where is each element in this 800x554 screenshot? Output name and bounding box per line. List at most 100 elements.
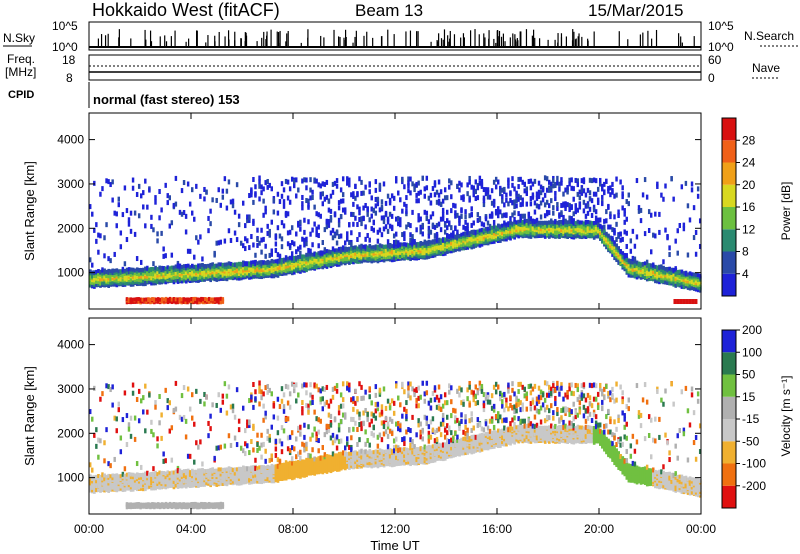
power-cell bbox=[209, 274, 212, 279]
power-cell bbox=[262, 260, 266, 265]
power-cell bbox=[382, 247, 386, 252]
power-cell bbox=[176, 277, 180, 282]
power-cell bbox=[476, 212, 480, 218]
power-cell bbox=[242, 268, 245, 273]
power-cell bbox=[227, 261, 231, 266]
power-cell bbox=[558, 213, 561, 219]
velocity-cell bbox=[131, 487, 135, 492]
power-cell bbox=[523, 218, 526, 224]
velocity-cell bbox=[133, 484, 137, 489]
power-cell bbox=[231, 262, 235, 267]
power-cell bbox=[415, 192, 418, 198]
power-cell bbox=[95, 269, 98, 274]
velocity-cell bbox=[113, 415, 116, 421]
power-cell bbox=[288, 255, 292, 260]
power-cell bbox=[174, 175, 178, 181]
velocity-cell bbox=[93, 385, 96, 391]
velocity-cell bbox=[223, 381, 227, 387]
power-cell bbox=[450, 225, 453, 231]
velocity-cell bbox=[115, 488, 119, 493]
power-cell bbox=[543, 229, 547, 234]
power-cell bbox=[358, 176, 361, 182]
power-cell bbox=[368, 247, 372, 252]
power-cell bbox=[184, 297, 187, 302]
power-cell bbox=[186, 248, 190, 254]
power-cell bbox=[468, 213, 471, 219]
power-cell bbox=[262, 264, 266, 269]
velocity-cell bbox=[131, 475, 135, 480]
power-cell bbox=[588, 222, 592, 227]
power-cell bbox=[539, 200, 543, 206]
power-cell bbox=[225, 262, 229, 267]
power-cell bbox=[337, 200, 341, 206]
power-cell bbox=[123, 272, 127, 277]
power-cell bbox=[464, 226, 467, 232]
power-cell bbox=[645, 194, 649, 200]
power-cell bbox=[401, 177, 404, 183]
velocity-cell bbox=[186, 386, 190, 392]
velocity-cell bbox=[146, 470, 149, 476]
power-cell bbox=[364, 249, 368, 254]
power-cell bbox=[625, 260, 629, 265]
power-cell bbox=[268, 228, 271, 234]
power-cell bbox=[117, 274, 121, 279]
velocity-cell bbox=[109, 387, 112, 393]
power-cell bbox=[419, 249, 423, 254]
power-cell bbox=[284, 261, 288, 266]
power-cell bbox=[237, 276, 241, 281]
power-cell bbox=[574, 209, 577, 215]
power-cell bbox=[690, 278, 694, 283]
velocity-cell bbox=[107, 488, 110, 493]
power-cell bbox=[235, 262, 239, 267]
power-cell bbox=[631, 228, 635, 234]
power-cell bbox=[193, 216, 196, 222]
power-cell bbox=[270, 258, 274, 263]
power-cell bbox=[217, 240, 220, 246]
power-cell bbox=[509, 216, 512, 222]
power-cell bbox=[233, 272, 237, 277]
power-cell bbox=[280, 260, 284, 265]
power-cell bbox=[274, 233, 278, 239]
power-cell bbox=[417, 242, 421, 247]
power-cell bbox=[388, 245, 392, 250]
power-cell bbox=[290, 225, 294, 231]
power-cell bbox=[348, 260, 351, 265]
power-cell bbox=[417, 180, 420, 186]
power-cell bbox=[266, 178, 269, 184]
power-cell bbox=[401, 208, 404, 214]
power-cell bbox=[158, 265, 161, 270]
power-cell bbox=[505, 230, 508, 235]
power-cell bbox=[309, 177, 312, 183]
power-cell bbox=[533, 209, 537, 215]
power-cell bbox=[135, 256, 139, 262]
power-cell bbox=[397, 242, 400, 248]
power-cell bbox=[582, 208, 586, 214]
power-cell bbox=[631, 270, 635, 275]
velocity-cell bbox=[135, 461, 139, 467]
power-cell bbox=[452, 231, 455, 237]
power-cell bbox=[244, 246, 247, 252]
velocity-cell bbox=[109, 485, 113, 490]
power-cell bbox=[376, 244, 380, 249]
velocity-cell bbox=[117, 401, 120, 407]
power-cell bbox=[637, 274, 641, 279]
power-cell bbox=[93, 284, 96, 289]
power-cell bbox=[341, 192, 345, 198]
power-cell bbox=[409, 257, 412, 262]
power-cell bbox=[529, 196, 533, 202]
power-cell bbox=[692, 235, 696, 241]
power-cell bbox=[439, 251, 443, 256]
velocity-cell bbox=[156, 482, 159, 487]
power-cell bbox=[346, 257, 349, 262]
velocity-cell bbox=[180, 393, 184, 399]
power-cell bbox=[554, 224, 557, 229]
power-cell bbox=[348, 239, 351, 245]
power-cell bbox=[503, 237, 506, 242]
power-cell bbox=[568, 232, 572, 237]
velocity-cell bbox=[133, 478, 137, 483]
power-cell bbox=[562, 219, 565, 225]
power-cell bbox=[698, 218, 702, 224]
power-cell bbox=[423, 246, 427, 251]
power-cell bbox=[427, 246, 431, 251]
power-cell bbox=[692, 285, 696, 290]
